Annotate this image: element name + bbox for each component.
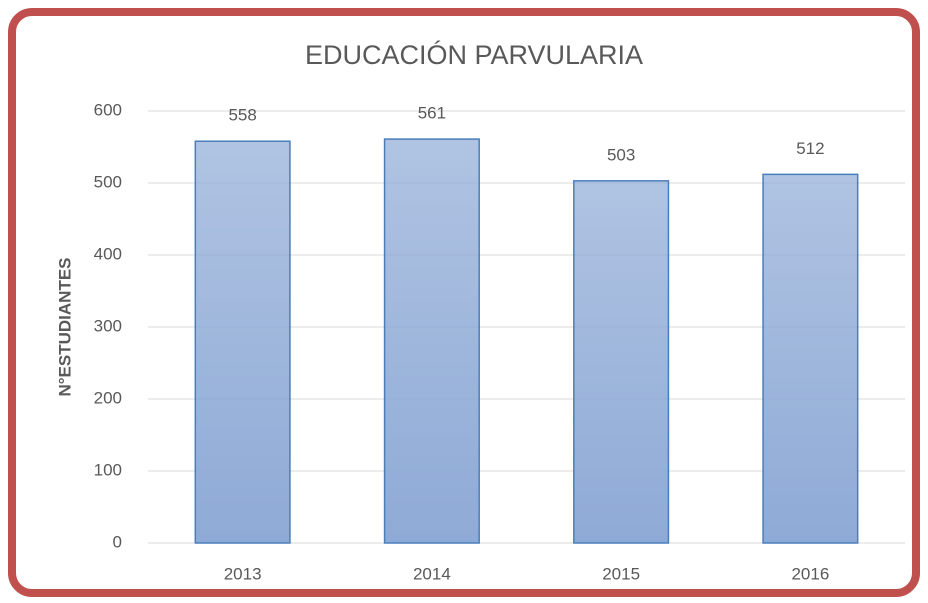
data-label: 558 [228,106,256,125]
y-tick-label: 200 [94,388,122,407]
bar [762,173,859,544]
data-label: 561 [418,104,446,123]
data-label: 512 [796,139,824,158]
x-tick-label: 2014 [413,564,451,583]
bar [573,180,670,544]
y-tick-label: 300 [94,316,122,335]
y-axis-label: N°ESTUDIANTES [55,257,74,396]
x-tick-label: 2015 [602,564,640,583]
y-tick-label: 500 [94,172,122,191]
bar [194,140,291,544]
y-tick-label: 0 [113,532,122,551]
x-tick-label: 2016 [791,564,829,583]
data-label: 503 [607,145,635,164]
y-tick-label: 600 [94,100,122,119]
y-tick-label: 400 [94,244,122,263]
y-tick-label: 100 [94,460,122,479]
bar [383,138,480,544]
x-tick-label: 2013 [224,564,262,583]
chart-title: EDUCACIÓN PARVULARIA [305,39,643,70]
